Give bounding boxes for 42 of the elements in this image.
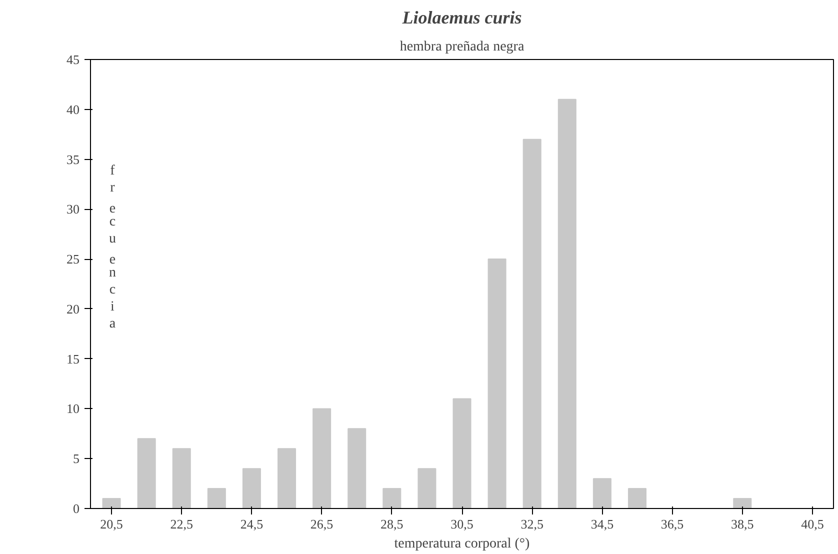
y-tick-label: 30: [66, 202, 80, 217]
x-tick-label: 36,5: [660, 516, 684, 532]
y-tick-label: 5: [73, 451, 80, 466]
x-tick-label: 26,5: [310, 516, 334, 532]
bar: [137, 438, 156, 508]
bar: [488, 258, 506, 508]
bar: [452, 398, 472, 508]
bar: [207, 488, 226, 508]
y-tick-label: 0: [73, 501, 80, 516]
chart-title: Liolaemus curis: [401, 8, 522, 28]
bar: [418, 468, 436, 508]
y-tick-label: 20: [66, 301, 80, 316]
y-tick-label: 10: [66, 401, 80, 416]
y-tick-label: 40: [66, 102, 80, 117]
bar: [733, 498, 752, 508]
x-tick-label: 34,5: [590, 516, 614, 532]
bar: [628, 488, 646, 508]
x-tick-label: 22,5: [170, 516, 193, 532]
bar: [592, 478, 612, 508]
bar: [522, 138, 542, 508]
bar: [348, 428, 366, 508]
x-axis-title: temperatura corporal (°): [394, 536, 530, 552]
bar: [242, 468, 261, 508]
x-tick-label: 20,5: [100, 516, 123, 532]
x-tick-label: 32,5: [520, 516, 544, 532]
x-tick-label: 28,5: [380, 516, 404, 532]
chart-subtitle: hembra preñada negra: [400, 40, 525, 54]
y-tick-label: 45: [66, 52, 80, 67]
y-tick-label: 35: [66, 152, 80, 167]
x-tick-label: 38,5: [731, 516, 754, 532]
bar: [558, 98, 576, 508]
bar: [312, 408, 332, 508]
x-tick-label: 40,5: [801, 516, 824, 532]
x-tick-label: 24,5: [240, 516, 264, 532]
bar: [172, 448, 191, 508]
bar: [278, 448, 296, 508]
bar: [102, 498, 121, 508]
bar: [382, 488, 402, 508]
x-tick-label: 30,5: [450, 516, 474, 532]
y-tick-label: 15: [66, 351, 80, 366]
y-tick-label: 25: [66, 252, 80, 267]
text: frecuencia: [109, 164, 116, 332]
